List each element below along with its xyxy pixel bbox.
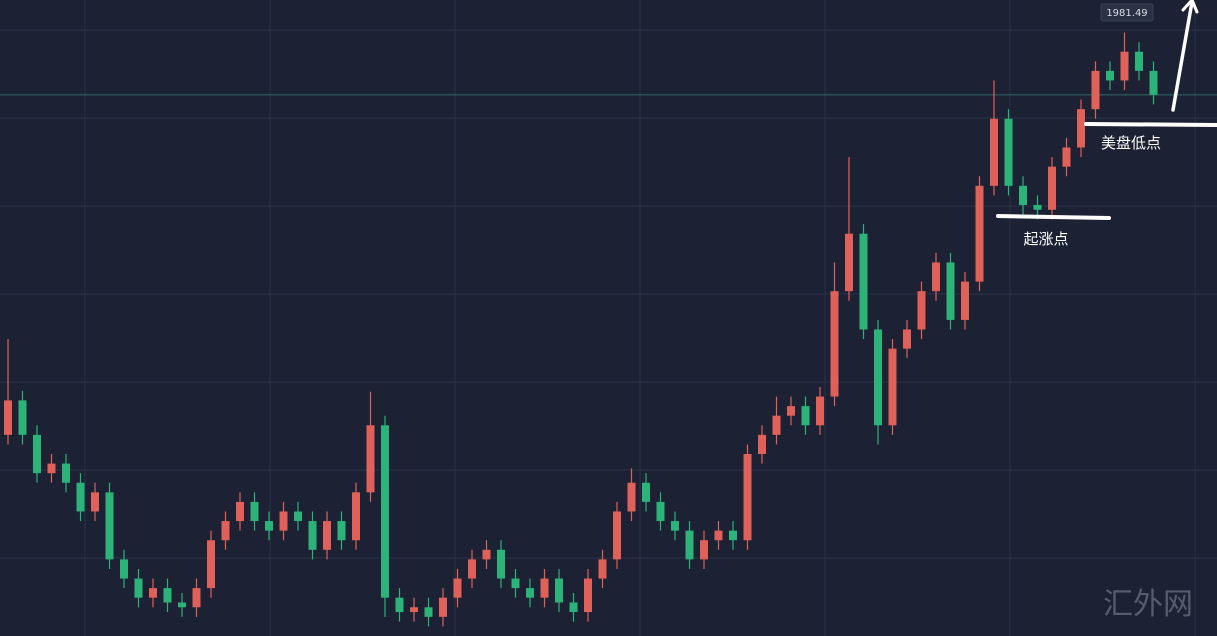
candle-body (990, 118, 998, 186)
candle-body (845, 233, 853, 292)
watermark: 汇外网 (1103, 587, 1193, 622)
candle-body (569, 602, 578, 613)
candle-body (743, 454, 752, 541)
candle-body (294, 511, 302, 522)
candle-body (540, 578, 549, 598)
candle-body (468, 559, 476, 579)
candle-body (1135, 51, 1143, 71)
candle-body (613, 511, 621, 560)
candle-body (47, 463, 56, 474)
candle-body (352, 492, 360, 541)
price-label-box (1100, 3, 1154, 22)
candle-body (1077, 109, 1085, 148)
candle-body (946, 262, 955, 320)
candle-body (18, 400, 27, 435)
candle-body (134, 578, 143, 598)
candle-body (555, 578, 563, 603)
candle-body (685, 530, 694, 560)
candle-body (76, 482, 85, 512)
candle-body (33, 434, 41, 474)
candle-body (221, 521, 230, 541)
candle-body (758, 434, 766, 455)
candle-body (424, 607, 433, 617)
candle-body (787, 406, 795, 416)
candle-body (700, 540, 708, 560)
candle-body (105, 492, 114, 560)
candle-body (178, 602, 186, 608)
candle-body (91, 492, 99, 512)
candle-body (917, 291, 926, 330)
candle-body (4, 400, 12, 435)
candle-body (1048, 166, 1056, 210)
candle-body (888, 348, 897, 426)
candles (0, 32, 1217, 627)
candle-body (874, 329, 882, 426)
candle-body (192, 588, 201, 608)
candle-body (772, 415, 781, 435)
candle-body (497, 549, 505, 579)
candle-body (381, 425, 389, 598)
candle-body (1091, 70, 1100, 110)
candle-body (337, 521, 346, 541)
candle-body (366, 425, 375, 493)
candle-body (439, 597, 447, 617)
candle-body (482, 549, 491, 560)
candle-body (671, 521, 679, 531)
candle-body (627, 482, 636, 512)
candle-body (236, 501, 244, 522)
candle-body (279, 511, 288, 531)
candle-body (859, 233, 868, 330)
candle-body (163, 588, 172, 603)
candle-body (932, 262, 940, 292)
candle-body (656, 501, 665, 522)
candle-body (1120, 51, 1129, 81)
candle-body (323, 521, 331, 550)
candle-body (62, 463, 70, 483)
candle-body (1019, 185, 1027, 205)
candle-body (903, 329, 911, 349)
annotation: 美盘低点 (1101, 134, 1161, 152)
candle-body (642, 482, 650, 502)
candle-body (1004, 118, 1013, 186)
candle-body (453, 578, 462, 598)
candle-body (1033, 204, 1042, 210)
annotation: 起涨点 (1023, 230, 1068, 248)
candle-body (526, 588, 534, 598)
candle-body (410, 607, 418, 613)
candle-body (250, 501, 259, 522)
candle-body (830, 291, 839, 397)
price-label: 1981.49 (1106, 8, 1147, 19)
candle-body (395, 597, 404, 613)
candle-body (816, 396, 824, 426)
candle-body (511, 578, 520, 589)
candle-body (1062, 147, 1071, 167)
candle-body (975, 185, 984, 282)
candle-body (308, 521, 317, 550)
candle-body (265, 521, 273, 531)
candle-body (961, 281, 969, 320)
annotation-lines (996, 0, 1217, 220)
candle-body (729, 530, 737, 541)
candle-body (584, 578, 592, 613)
candle-body (1106, 70, 1114, 81)
candle-body (207, 540, 215, 589)
candle-body (598, 559, 607, 579)
candle-body (1149, 70, 1158, 95)
candle-body (714, 530, 723, 541)
candle-body (120, 559, 128, 579)
candle-body (801, 406, 810, 426)
candle-body (149, 588, 157, 598)
